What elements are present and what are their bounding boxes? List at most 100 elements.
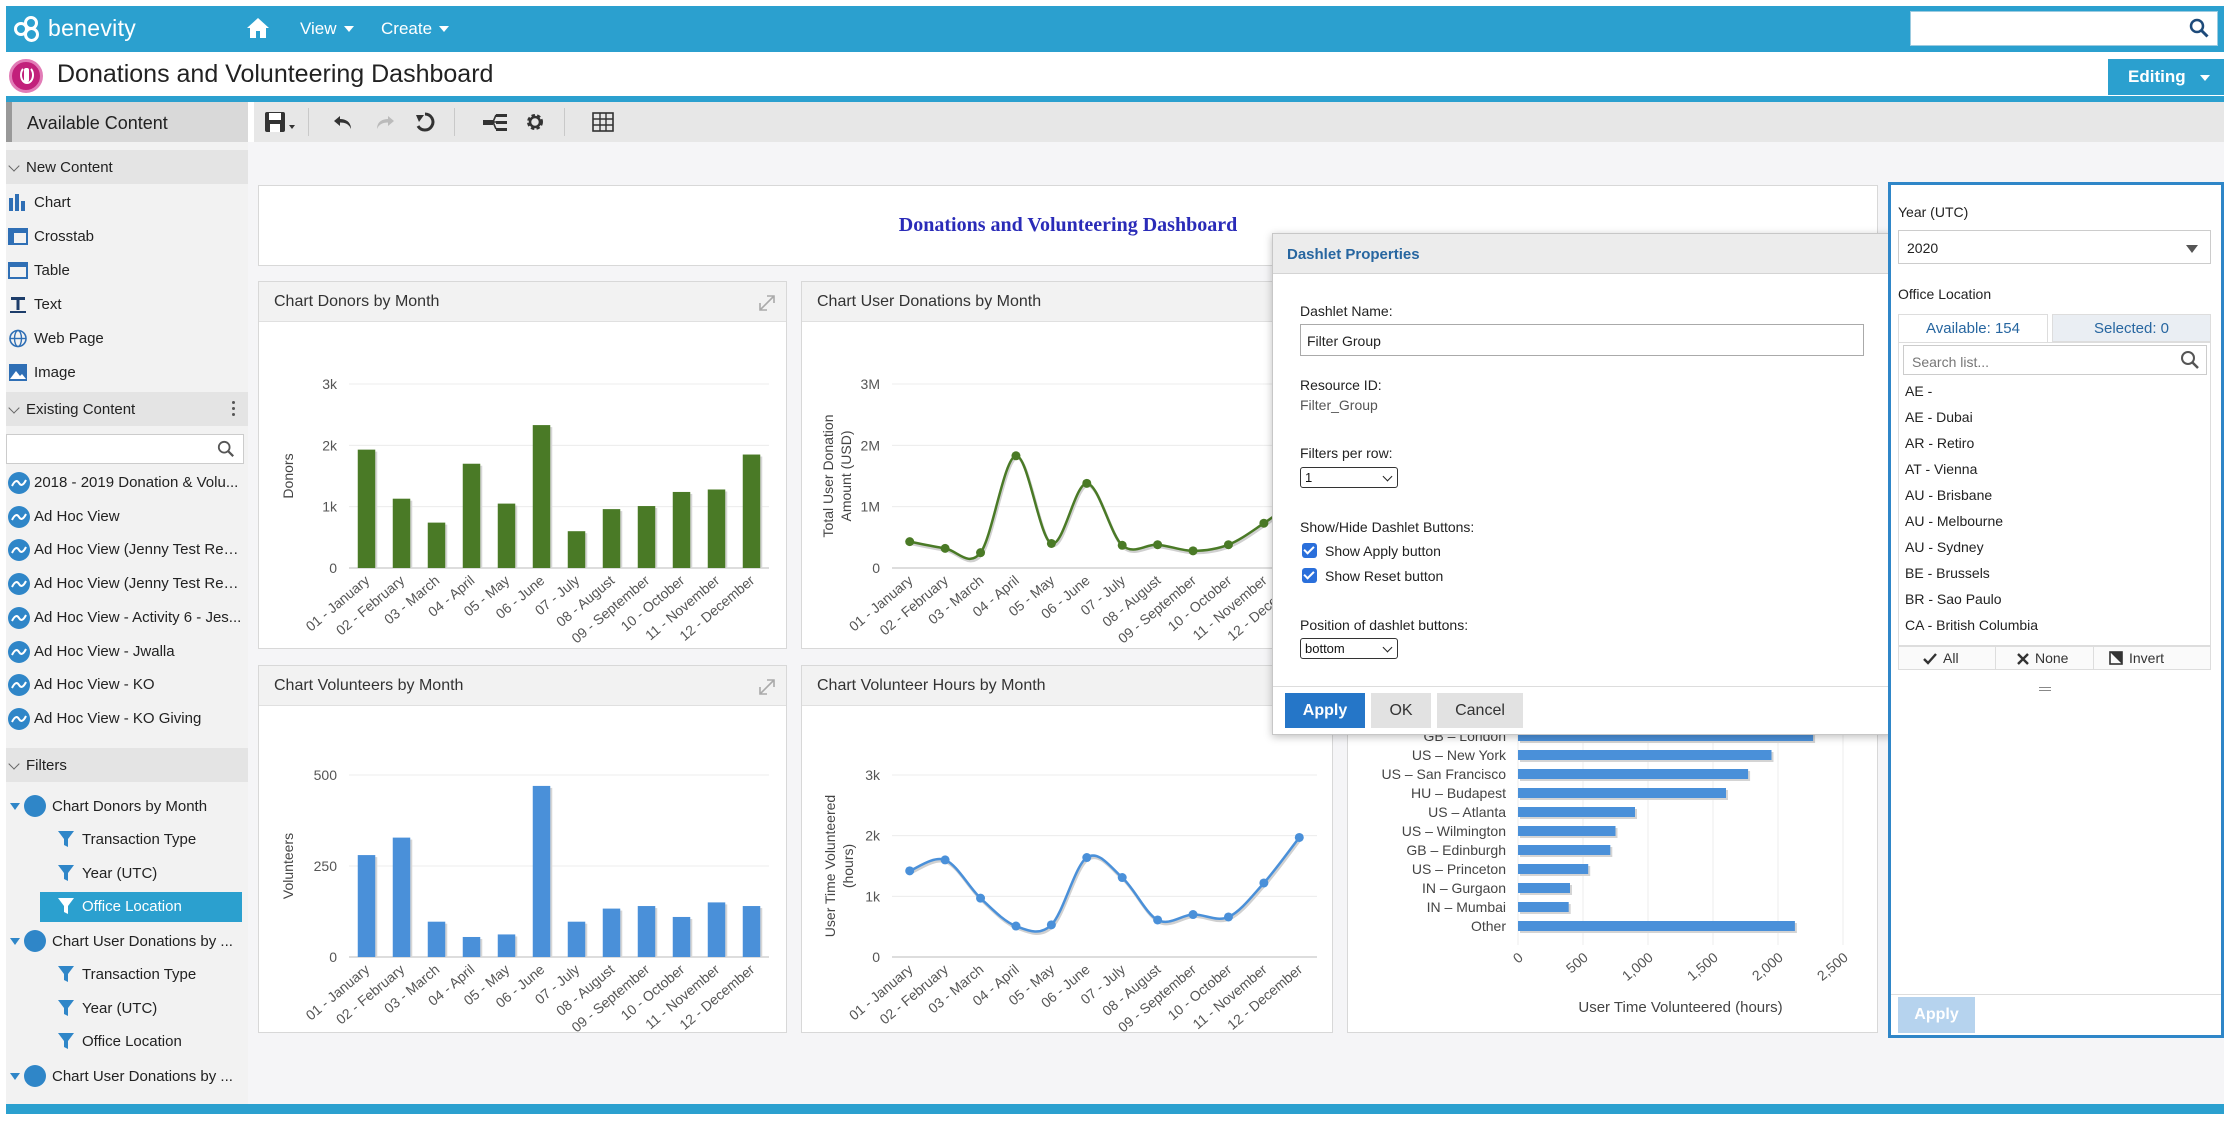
dashlet-name-input[interactable]: Filter Group [1300,324,1864,356]
search-icon[interactable] [2189,18,2209,38]
filter-apply-button[interactable]: Apply [1898,997,1975,1033]
editing-mode-button[interactable]: Editing [2108,59,2224,95]
search-icon[interactable] [2180,350,2200,370]
data-point [905,866,915,876]
save-icon[interactable] [264,111,298,133]
home-icon[interactable] [246,17,270,39]
dashlet-donors-by-month[interactable]: Chart Donors by Month 0 1k 2k 3k Donors 01 - … [258,281,787,649]
show-reset-checkbox[interactable] [1302,568,1317,583]
y-tick-label: 1M [861,499,880,515]
office-search-input[interactable]: Search list... [1903,345,2207,375]
office-option[interactable]: AU - Sydney [1905,539,1984,555]
filters-section-header[interactable]: Filters [6,748,248,782]
expand-icon[interactable] [758,294,776,312]
show-apply-checkbox[interactable] [1302,543,1317,558]
adhoc-view-icon [8,707,30,730]
nav-view-menu[interactable]: View [300,6,354,52]
expand-arrow-icon[interactable] [10,1073,20,1080]
select-all-button[interactable]: All [1923,650,1959,666]
grid-icon[interactable] [592,111,614,133]
filter-group-user-donations-2[interactable]: Chart User Donations by ... [6,1062,248,1092]
expand-icon[interactable] [758,678,776,696]
new-content-label: Table [34,262,70,279]
filter-item-office-location-selected[interactable]: Office Location [40,892,242,922]
filters-per-row-select[interactable]: 1 [1300,467,1398,488]
y-tick-label: 2k [322,437,338,453]
gear-icon[interactable] [524,111,546,133]
benevity-logo[interactable]: benevity [14,15,136,42]
tab-available[interactable]: Available: 154 [1898,314,2048,342]
office-option[interactable]: AE - [1905,383,1933,399]
filter-group-donors[interactable]: Chart Donors by Month [6,792,248,822]
bar [462,463,481,568]
office-option[interactable]: BR - Sao Paulo [1905,591,2002,607]
undo-all-icon[interactable] [414,111,436,133]
filter-item-year[interactable]: Year (UTC) [40,994,248,1024]
dashlet-volunteers-by-month[interactable]: Chart Volunteers by Month 0 250 500 Volunte… [258,665,787,1033]
office-location-list: Search list... AE - AE - Dubai AR - Retiro… [1898,342,2211,646]
filter-item-transaction-type[interactable]: Transaction Type [40,825,248,855]
bar [1518,845,1611,855]
y-category-label: IN – Gurgaon [1422,880,1506,896]
dialog-cancel-button[interactable]: Cancel [1437,693,1523,728]
bar [637,506,656,568]
dashlet-volunteer-hours-by-month[interactable]: Chart Volunteer Hours by Month 0 1k 2k 3k Us… [801,665,1333,1033]
new-content-section-header[interactable]: New Content [6,150,248,184]
filters-title: Filters [26,757,67,774]
existing-content-section-header[interactable]: Existing Content [6,392,248,426]
adhoc-view-icon [8,472,30,494]
dashlet-title: Chart Volunteers by Month [274,677,464,694]
redo-icon[interactable] [374,111,396,133]
new-content-label: Text [34,296,62,313]
invert-selection-button[interactable]: Invert [2109,650,2164,666]
dialog-apply-button[interactable]: Apply [1285,693,1365,728]
button-position-select[interactable]: bottom [1300,638,1398,659]
select-none-button[interactable]: None [2017,650,2068,666]
dashlet-header: Chart Volunteers by Month [259,666,786,706]
y-category-label: US – San Francisco [1382,766,1507,782]
y-category-label: US – Princeton [1412,861,1506,877]
expand-arrow-icon[interactable] [10,803,20,810]
data-point [976,548,986,558]
dashlet-header: Chart User Donations by Month [802,282,1332,322]
office-option[interactable]: AE - Dubai [1905,409,1973,425]
invert-icon [2109,651,2123,665]
year-filter-label: Year (UTC) [1898,204,1969,220]
existing-content-label: Ad Hoc View (Jenny Test Rep... [34,575,244,593]
office-option[interactable]: AR - Retiro [1905,435,1975,451]
logo-text: benevity [48,15,137,41]
nav-create-menu[interactable]: Create [381,6,450,52]
office-option[interactable]: BE - Brussels [1905,565,1990,581]
undo-icon[interactable] [332,111,354,133]
x-axis-label: User Time Volunteered (hours) [1578,999,1782,1016]
new-content-label: Image [34,364,76,381]
resource-id-label: Resource ID: [1300,377,1382,393]
office-option[interactable]: AT - Vienna [1905,461,1978,477]
tab-selected[interactable]: Selected: 0 [2052,314,2211,342]
resize-grip-icon[interactable] [2039,687,2051,691]
more-options-icon[interactable] [232,401,236,417]
office-option[interactable]: CA - British Columbia [1905,617,2039,633]
global-search-input[interactable] [1910,11,2218,46]
data-point [1294,832,1304,842]
filter-item-label: Office Location [82,1033,182,1050]
bar [1518,864,1589,874]
existing-content-search-input[interactable] [6,434,244,464]
panel-collapse-handle[interactable] [6,102,12,142]
search-icon[interactable] [217,440,235,458]
filter-item-year[interactable]: Year (UTC) [40,859,248,889]
expand-arrow-icon[interactable] [10,938,20,945]
year-filter-select[interactable]: 2020 [1898,230,2211,264]
filter-item-transaction-type[interactable]: Transaction Type [40,960,248,990]
data-point [1117,540,1127,550]
filter-group-user-donations[interactable]: Chart User Donations by ... [6,927,248,957]
office-option[interactable]: AU - Brisbane [1905,487,1993,503]
dialog-ok-button[interactable]: OK [1371,693,1431,728]
dashlet-user-donations-by-month[interactable]: Chart User Donations by Month 0 1M 2M 3M Tot… [801,281,1333,649]
chevron-down-icon [8,758,20,770]
office-option[interactable]: AU - Melbourne [1905,513,2004,529]
filter-item-office-location[interactable]: Office Location [40,1027,248,1057]
properties-icon[interactable] [482,111,508,133]
filter-group-dashlet[interactable]: Year (UTC) 2020 Office Location Availabl… [1888,182,2224,1038]
